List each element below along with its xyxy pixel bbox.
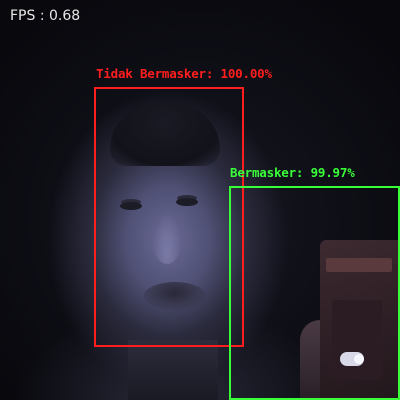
mouth [144,282,206,310]
person-neck [128,340,218,400]
phone-screen [332,300,382,380]
person-hair [110,104,220,166]
phone-toggle-knob [354,354,364,364]
detection-box-mask [229,186,400,400]
detection-box-no-mask [94,87,244,347]
phone-status-bar [326,258,392,272]
fps-counter: FPS : 0.68 [10,8,81,24]
left-eye [120,202,142,210]
detection-label-mask: Bermasker: 99.97% [230,165,355,180]
detection-label-no-mask: Tidak Bermasker: 100.00% [96,66,272,81]
right-eye [176,198,198,206]
nose [152,212,182,264]
